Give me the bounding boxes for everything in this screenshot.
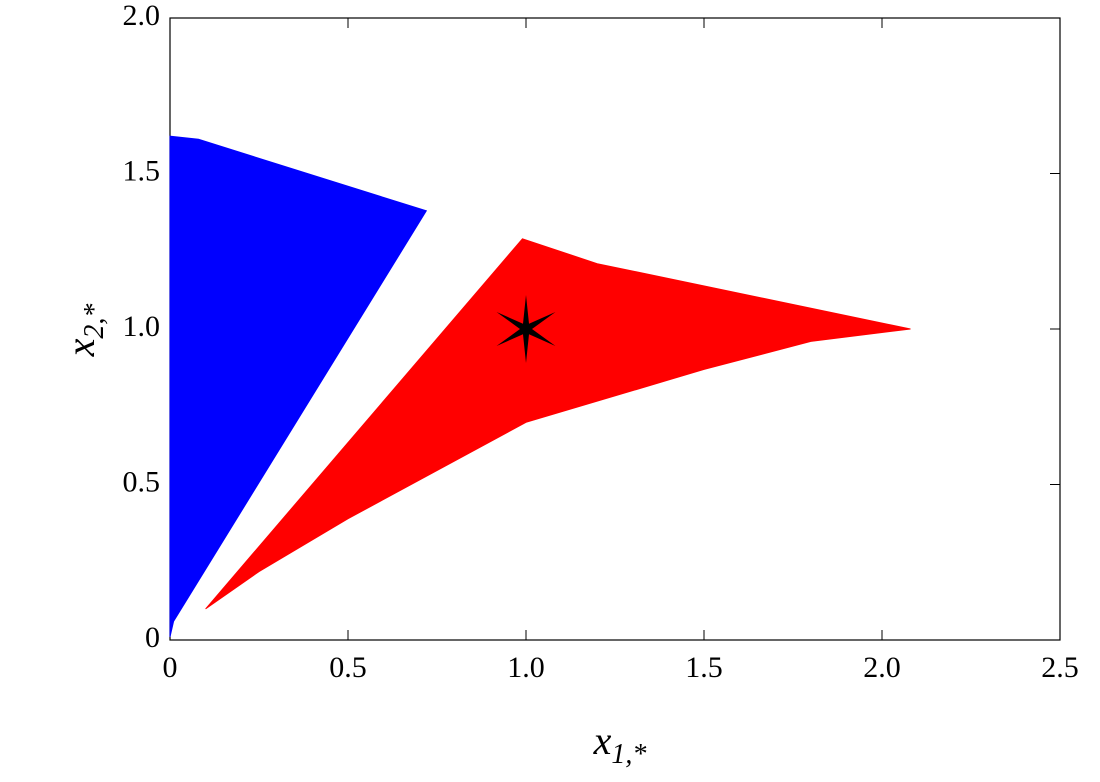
x-label-base: x: [593, 718, 612, 763]
y-tick-label: 2.0: [123, 0, 161, 32]
y-tick-label: 1.5: [123, 154, 161, 187]
point-cloud-region: [205, 238, 911, 610]
x-tick-label: 2.0: [863, 651, 901, 684]
y-tick-label: 0: [145, 621, 160, 654]
x-label-sub: 1,*: [611, 739, 646, 770]
star-point: [496, 295, 556, 363]
y-label-base: x: [58, 338, 103, 357]
x-tick-label: 2.5: [1041, 651, 1079, 684]
y-label-sub: 2,*: [79, 304, 110, 339]
x-axis-label: x1,*: [593, 718, 647, 770]
x-tick-label: 0: [163, 651, 178, 684]
x-tick-label: 1.0: [507, 651, 545, 684]
y-tick-label: 0.5: [123, 465, 161, 498]
point-cloud-region: [169, 135, 428, 638]
x-tick-label: 1.5: [685, 651, 723, 684]
x-tick-label: 0.5: [329, 651, 367, 684]
y-axis-label: x2,*: [58, 304, 110, 358]
y-tick-label: 1.0: [123, 310, 161, 343]
